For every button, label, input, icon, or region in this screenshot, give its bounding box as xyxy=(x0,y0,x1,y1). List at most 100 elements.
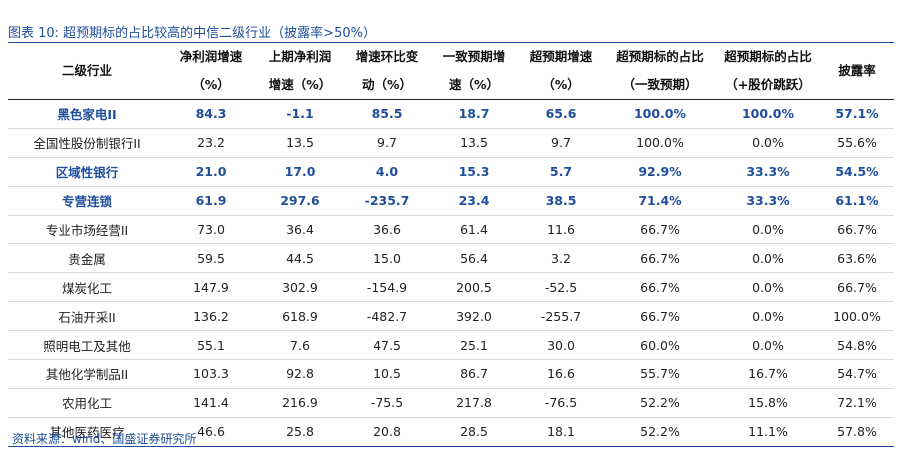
cell-prev-profit-growth: 17.0 xyxy=(256,157,344,187)
cell-beat-growth: 3.2 xyxy=(518,243,604,274)
cell-beat-share-consensus: 52.2% xyxy=(604,388,716,418)
cell-beat-share-price-jump: 33.3% xyxy=(716,157,820,187)
cell-profit-growth: 136.2 xyxy=(166,301,256,332)
header-text: （%） xyxy=(542,77,580,92)
table-body: 黑色家电II 84.3 -1.1 85.5 18.7 65.6 100.0% 100.0% 57… xyxy=(8,99,894,447)
cell-beat-share-consensus: 55.7% xyxy=(604,359,716,389)
header-text: 速（%） xyxy=(448,77,500,92)
cell-growth-qoq-change: -235.7 xyxy=(344,186,430,216)
cell-industry: 专业市场经营II xyxy=(8,215,166,245)
header-text: （+股价跳跃） xyxy=(725,77,811,92)
cell-beat-share-price-jump: 16.7% xyxy=(716,359,820,389)
cell-prev-profit-growth: 297.6 xyxy=(256,186,344,216)
cell-industry: 其他化学制品II xyxy=(8,359,166,389)
cell-beat-share-price-jump: 0.0% xyxy=(716,272,820,303)
cell-profit-growth: 61.9 xyxy=(166,186,256,216)
cell-disclosure-rate: 57.1% xyxy=(820,99,894,129)
cell-industry: 全国性股份制银行II xyxy=(8,128,166,158)
header-text: 上期净利润 xyxy=(268,49,332,64)
cell-consensus-growth: 217.8 xyxy=(430,388,518,418)
cell-beat-share-price-jump: 0.0% xyxy=(716,301,820,332)
cell-disclosure-rate: 54.8% xyxy=(820,330,894,361)
cell-profit-growth: 55.1 xyxy=(166,330,256,361)
header-text: 披露率 xyxy=(838,63,876,78)
table-row: 农用化工 141.4 216.9 -75.5 217.8 -76.5 52.2% 15.8% 7… xyxy=(8,388,894,418)
header-industry: 二级行业 xyxy=(8,43,166,100)
header-consensus-growth: 一致预期增速（%） xyxy=(430,43,518,100)
cell-consensus-growth: 18.7 xyxy=(430,99,518,129)
cell-consensus-growth: 56.4 xyxy=(430,243,518,274)
cell-growth-qoq-change: 36.6 xyxy=(344,215,430,245)
cell-consensus-growth: 28.5 xyxy=(430,417,518,447)
cell-disclosure-rate: 66.7% xyxy=(820,272,894,303)
header-prev-profit-growth: 上期净利润增速（%） xyxy=(256,43,344,100)
header-text: 增速（%） xyxy=(268,77,332,92)
header-profit-growth: 净利润增速 （%） xyxy=(166,43,256,100)
cell-prev-profit-growth: 25.8 xyxy=(256,417,344,447)
cell-beat-share-consensus: 66.7% xyxy=(604,272,716,303)
cell-beat-share-price-jump: 0.0% xyxy=(716,215,820,245)
header-text: 增速环比变 xyxy=(355,49,419,64)
cell-consensus-growth: 13.5 xyxy=(430,128,518,158)
cell-profit-growth: 59.5 xyxy=(166,243,256,274)
cell-consensus-growth: 200.5 xyxy=(430,272,518,303)
cell-industry: 照明电工及其他 xyxy=(8,330,166,361)
cell-growth-qoq-change: 85.5 xyxy=(344,99,430,129)
source-note: 资料来源：wind、国盛证券研究所 xyxy=(12,432,197,446)
cell-disclosure-rate: 57.8% xyxy=(820,417,894,447)
cell-beat-share-consensus: 60.0% xyxy=(604,330,716,361)
cell-disclosure-rate: 63.6% xyxy=(820,243,894,274)
cell-beat-share-consensus: 100.0% xyxy=(604,128,716,158)
cell-beat-share-consensus: 100.0% xyxy=(604,99,716,129)
cell-profit-growth: 23.2 xyxy=(166,128,256,158)
cell-beat-share-price-jump: 0.0% xyxy=(716,128,820,158)
cell-disclosure-rate: 66.7% xyxy=(820,215,894,245)
table-row: 专营连锁 61.9 297.6 -235.7 23.4 38.5 71.4% 33.3% 61.… xyxy=(8,186,894,216)
cell-growth-qoq-change: 10.5 xyxy=(344,359,430,389)
header-text: 超预期标的占比 xyxy=(724,49,812,64)
figure-title: 图表 10: 超预期标的占比较高的中信二级行业（披露率>50%） xyxy=(8,26,376,41)
cell-disclosure-rate: 55.6% xyxy=(820,128,894,158)
cell-consensus-growth: 23.4 xyxy=(430,186,518,216)
industry-table: 二级行业 净利润增速 （%） 上期净利润增速（%） 增速环比变动（%） 一致预期增… xyxy=(8,43,894,447)
cell-beat-growth: 38.5 xyxy=(518,186,604,216)
table-row: 贵金属 59.5 44.5 15.0 56.4 3.2 66.7% 0.0% 63.6% xyxy=(8,243,894,274)
table-row: 煤炭化工 147.9 302.9 -154.9 200.5 -52.5 66.7% 0.0% 6… xyxy=(8,272,894,303)
cell-growth-qoq-change: 47.5 xyxy=(344,330,430,361)
cell-beat-share-price-jump: 0.0% xyxy=(716,330,820,361)
table-row: 全国性股份制银行II 23.2 13.5 9.7 13.5 9.7 100.0% 0.0% 55… xyxy=(8,128,894,158)
cell-prev-profit-growth: 7.6 xyxy=(256,330,344,361)
cell-industry: 区域性银行 xyxy=(8,157,166,187)
cell-industry: 其他医药医疗 xyxy=(8,417,166,447)
cell-profit-growth: 84.3 xyxy=(166,99,256,129)
cell-disclosure-rate: 54.5% xyxy=(820,157,894,187)
header-text: 二级行业 xyxy=(61,63,112,78)
table-row: 其他化学制品II 103.3 92.8 10.5 86.7 16.6 55.7% 16.7% 5… xyxy=(8,359,894,389)
cell-industry: 煤炭化工 xyxy=(8,272,166,303)
cell-growth-qoq-change: -154.9 xyxy=(344,272,430,303)
cell-profit-growth: 103.3 xyxy=(166,359,256,389)
cell-profit-growth: 73.0 xyxy=(166,215,256,245)
cell-prev-profit-growth: 216.9 xyxy=(256,388,344,418)
header-text: 一致预期增 xyxy=(442,49,506,64)
cell-growth-qoq-change: 15.0 xyxy=(344,243,430,274)
table-row: 其他医药医疗 46.6 25.8 20.8 28.5 18.1 52.2% 11.1% 57.8… xyxy=(8,417,894,447)
cell-profit-growth: 46.6 xyxy=(166,417,256,447)
cell-industry: 农用化工 xyxy=(8,388,166,418)
cell-prev-profit-growth: 44.5 xyxy=(256,243,344,274)
cell-beat-growth: 16.6 xyxy=(518,359,604,389)
cell-beat-share-consensus: 66.7% xyxy=(604,243,716,274)
header-disclosure-rate: 披露率 xyxy=(820,43,894,100)
cell-prev-profit-growth: -1.1 xyxy=(256,99,344,129)
header-beat-growth: 超预期增速 （%） xyxy=(518,43,604,100)
cell-beat-share-consensus: 66.7% xyxy=(604,301,716,332)
header-text: （一致预期） xyxy=(622,77,698,92)
cell-profit-growth: 147.9 xyxy=(166,272,256,303)
header-text: 动（%） xyxy=(361,77,413,92)
cell-prev-profit-growth: 13.5 xyxy=(256,128,344,158)
cell-beat-growth: 9.7 xyxy=(518,128,604,158)
cell-industry: 贵金属 xyxy=(8,243,166,274)
cell-beat-growth: 30.0 xyxy=(518,330,604,361)
table-row: 区域性银行 21.0 17.0 4.0 15.3 5.7 92.9% 33.3% 54.5% xyxy=(8,157,894,187)
header-text: 超预期标的占比 xyxy=(616,49,704,64)
